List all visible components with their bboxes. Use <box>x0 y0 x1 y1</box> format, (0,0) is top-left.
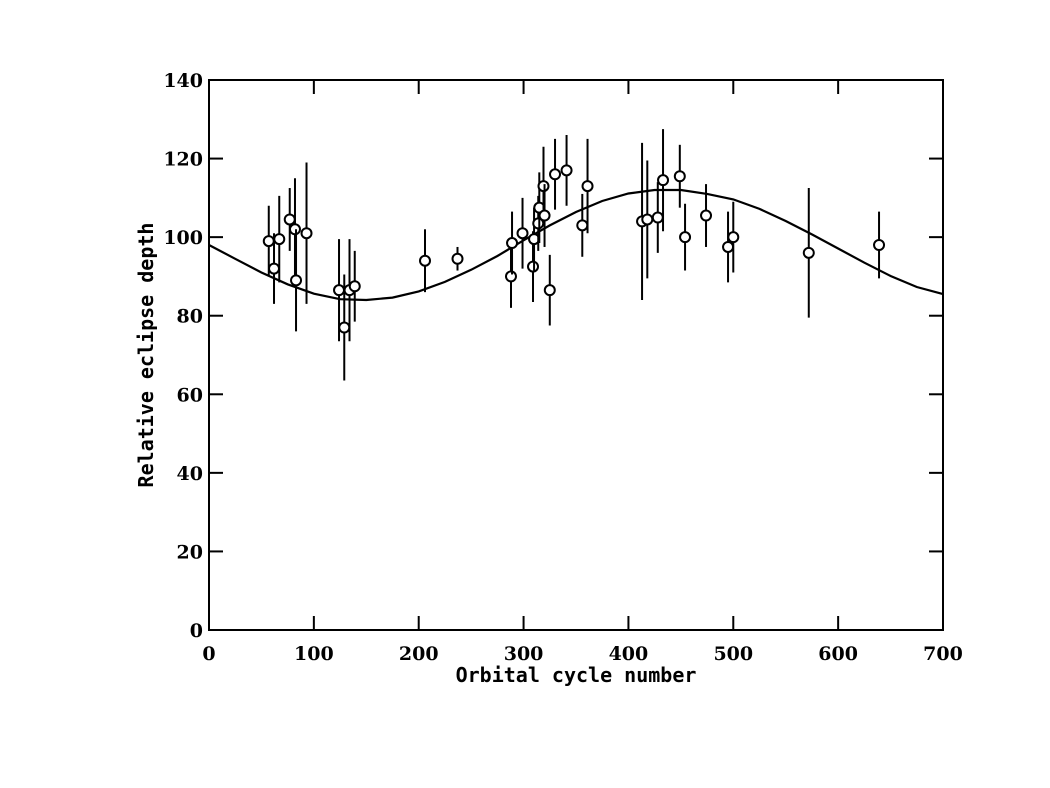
data-point <box>679 203 692 271</box>
data-point <box>802 188 815 318</box>
data-point <box>288 178 301 281</box>
data-point-marker <box>283 213 296 226</box>
data-point-marker <box>262 235 275 248</box>
data-points-layer <box>262 129 886 381</box>
y-tick-label: 20 <box>177 541 203 563</box>
y-tick-label: 60 <box>177 384 203 406</box>
data-point-marker <box>727 231 740 244</box>
data-point <box>506 211 519 275</box>
data-point-marker <box>516 227 529 240</box>
y-tick-label: 100 <box>163 227 203 249</box>
data-point-marker <box>679 231 692 244</box>
data-point-marker <box>451 252 464 265</box>
axis-ticks <box>208 79 944 631</box>
data-point-marker <box>576 219 589 232</box>
data-point <box>560 135 573 206</box>
x-tick-label: 500 <box>713 643 753 665</box>
data-point-marker <box>290 274 303 287</box>
data-point <box>657 129 670 232</box>
data-point-marker <box>700 209 713 222</box>
data-point <box>273 195 286 283</box>
x-tick-label: 400 <box>609 643 649 665</box>
data-point-marker <box>288 223 301 236</box>
data-point-marker <box>549 168 562 181</box>
x-axis-title: Orbital cycle number <box>456 663 697 687</box>
data-point-marker <box>268 262 281 275</box>
x-tick-label: 200 <box>399 643 439 665</box>
fit-curve-layer <box>208 188 944 302</box>
fit-curve-line <box>208 188 944 302</box>
data-point-marker <box>338 321 351 334</box>
x-tick-label: 700 <box>923 643 963 665</box>
data-point <box>451 246 464 271</box>
y-tick-label: 80 <box>177 306 203 328</box>
data-point <box>290 229 303 332</box>
data-point-marker <box>300 227 313 240</box>
data-point <box>504 245 517 308</box>
data-point <box>516 197 529 269</box>
data-point <box>549 138 562 210</box>
y-tick-label: 140 <box>163 70 203 92</box>
plot-frame <box>208 79 944 631</box>
data-point <box>727 201 740 273</box>
data-point-marker <box>348 280 361 293</box>
data-point-marker <box>657 174 670 187</box>
y-axis-title: Relative eclipse depth <box>134 223 158 488</box>
y-tick-label: 40 <box>177 463 203 485</box>
data-point <box>576 193 589 257</box>
data-point-marker <box>560 164 573 177</box>
data-point-marker <box>581 180 594 193</box>
y-tick-label: 0 <box>190 620 203 642</box>
data-point-marker <box>537 180 550 193</box>
data-point <box>538 184 551 247</box>
data-point-marker <box>527 260 540 273</box>
data-point <box>651 182 664 253</box>
data-point-marker <box>802 246 815 259</box>
x-tick-label: 0 <box>202 643 215 665</box>
data-point <box>348 250 361 322</box>
data-point-marker <box>651 211 664 224</box>
y-tick-label: 120 <box>163 149 203 171</box>
data-point-marker <box>419 254 432 267</box>
data-point-marker <box>333 284 346 297</box>
data-point-marker <box>641 213 654 226</box>
data-point <box>673 144 686 208</box>
data-point-marker <box>543 284 556 297</box>
data-point <box>581 138 594 234</box>
x-tick-label: 100 <box>294 643 334 665</box>
x-tick-label: 600 <box>818 643 858 665</box>
x-tick-label: 300 <box>504 643 544 665</box>
data-point <box>641 160 654 279</box>
data-point <box>543 254 556 326</box>
data-point-marker <box>538 209 551 222</box>
data-point-marker <box>722 240 735 253</box>
data-point <box>262 205 275 277</box>
data-point <box>722 211 735 283</box>
data-point <box>419 229 432 293</box>
data-point-marker <box>673 170 686 183</box>
data-point-marker <box>506 237 519 250</box>
data-point <box>700 184 713 247</box>
data-point-marker <box>873 239 886 251</box>
data-point-marker <box>273 233 286 246</box>
data-point <box>300 162 313 304</box>
data-point <box>873 211 886 279</box>
data-point <box>283 188 296 251</box>
data-point-marker <box>504 270 517 283</box>
tick-labels: 0 100 200 300 400 500 600 700 0 20 40 60 80 100 120 140 <box>163 70 963 665</box>
